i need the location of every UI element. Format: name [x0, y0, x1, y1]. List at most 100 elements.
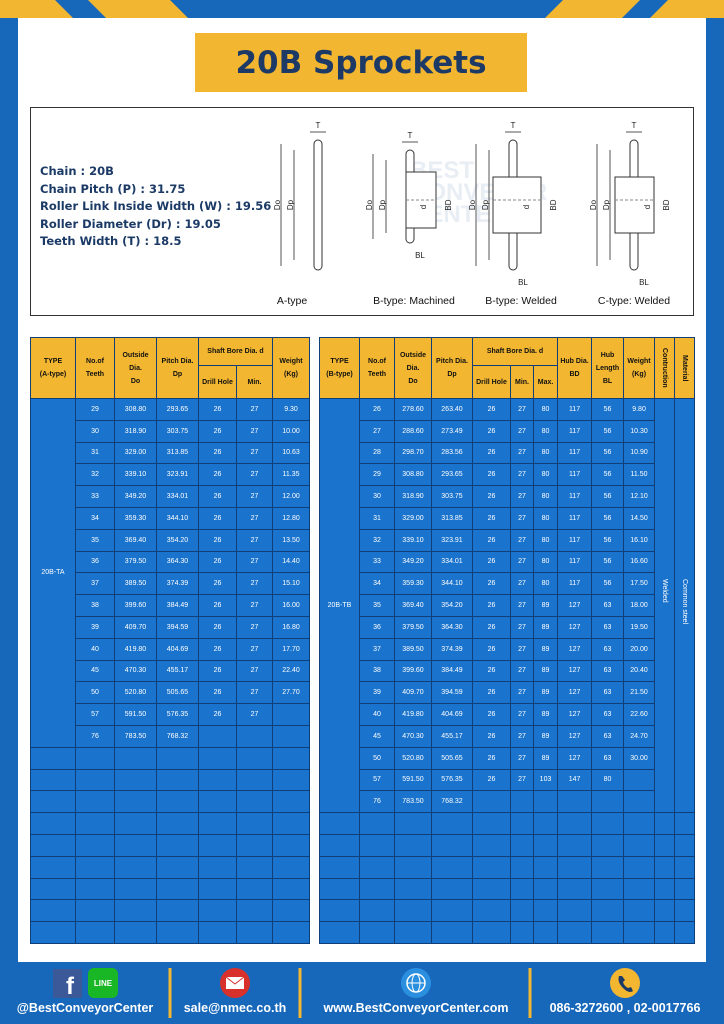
dim-label: d [419, 205, 428, 209]
line-icon: LINE [94, 979, 113, 988]
cell: 45 [359, 724, 395, 748]
header-line: BL [602, 377, 613, 385]
dim-label: BL [639, 278, 649, 287]
empty-cell [114, 812, 157, 835]
cell: 56 [591, 528, 625, 552]
cell: 27 [236, 485, 273, 508]
body-row: 31 329.00 313.85 26 27 10.63 [31, 441, 310, 465]
cell: 56 [591, 506, 625, 530]
empty-cell [532, 899, 559, 923]
cell: 12.10 [623, 485, 656, 508]
side-cell: Common steel [674, 397, 696, 814]
cell: 117 [557, 528, 593, 552]
dim-label: d [643, 205, 652, 209]
body-row: 36 379.50 364.30 26 27 14.40 [31, 550, 310, 574]
header-text: Contruction [661, 348, 669, 388]
empty-cell [591, 899, 625, 923]
empty-cell [30, 877, 76, 901]
cell: 329.00 [394, 506, 432, 530]
empty-cell [557, 899, 593, 923]
cell: 147 [557, 768, 593, 792]
empty-cell [75, 768, 115, 792]
cell [532, 790, 559, 814]
cell: 27 [510, 419, 534, 443]
empty-cell [359, 833, 395, 857]
empty-cell [272, 812, 310, 835]
body-row: 45 470.30 455.17 26 27 89 127 63 24.70 [320, 724, 695, 748]
cell: 11.35 [272, 463, 310, 487]
cell: 278.60 [394, 398, 432, 421]
cell: 27 [510, 398, 534, 421]
empty-cell [114, 899, 157, 923]
empty-cell [394, 899, 432, 923]
cell: 56 [591, 485, 625, 508]
empty-cell [431, 812, 473, 835]
cell: 26 [472, 419, 511, 443]
empty-cell [532, 921, 559, 944]
cell: 26 [198, 528, 237, 552]
empty-cell [198, 877, 237, 901]
header-line: Weight [279, 358, 303, 365]
cell: 384.49 [431, 659, 473, 683]
cell: 308.80 [394, 463, 432, 487]
empty-cell [156, 855, 199, 879]
body-row: 30 318.90 303.75 26 27 10.00 [31, 419, 310, 443]
empty-cell [30, 790, 76, 814]
body-row: 57 591.50 576.35 26 27 103 147 80 [320, 768, 695, 792]
empty-cell [431, 921, 473, 944]
cell: 364.30 [431, 615, 473, 639]
empty-cell [156, 790, 199, 814]
cell: 419.80 [114, 637, 157, 661]
header-line: Hub [600, 351, 615, 359]
specs: Chain : 20B Chain Pitch (P) : 31.75 Roller… [40, 164, 271, 252]
cell: 349.20 [114, 485, 157, 508]
empty-cell [236, 833, 273, 857]
empty-cell [198, 899, 237, 923]
empty-cell [156, 921, 199, 944]
spec-line: Chain : 20B [40, 164, 114, 178]
empty-cell [30, 855, 76, 879]
cell [623, 768, 656, 792]
empty-cell [654, 899, 676, 923]
cell: 369.40 [114, 528, 157, 552]
cell: 26 [198, 419, 237, 443]
empty-cell [272, 790, 310, 814]
cell: 36 [359, 615, 395, 639]
cell: 389.50 [114, 572, 157, 596]
cell: 89 [532, 594, 559, 617]
cell: 27 [510, 681, 534, 705]
empty-cell [156, 833, 199, 857]
spec-table: TYPE (A-type) No.of Teeth Outside Dia. Do Pitch… [30, 337, 310, 944]
cell: 293.65 [156, 398, 199, 421]
empty-cell [75, 877, 115, 901]
empty-cell [431, 833, 473, 857]
side-header: Contruction [654, 337, 676, 399]
cell: 35 [359, 594, 395, 617]
body-row [30, 746, 310, 770]
diagram-caption: B-type: Welded [485, 295, 557, 307]
empty-cell [674, 921, 696, 944]
empty-cell [623, 877, 656, 901]
cell: 27 [236, 441, 273, 465]
body-row: 40 419.80 404.69 26 27 89 127 63 22.60 [320, 703, 695, 726]
cell: 27.70 [272, 681, 310, 705]
empty-cell [272, 877, 310, 901]
empty-cell [510, 921, 534, 944]
spec-line: Chain Pitch (P) : 31.75 [40, 181, 186, 196]
column-header: Pitch Dia. Dp [156, 337, 199, 399]
body-row: 28 298.70 283.56 26 27 80 117 56 10.90 [320, 441, 695, 465]
cell: 56 [591, 463, 625, 487]
cell: 17.70 [272, 637, 310, 661]
empty-cell [30, 812, 76, 835]
empty-cell [30, 768, 76, 792]
body-row [319, 921, 696, 944]
header-line: No.of [86, 358, 104, 365]
cell: 27 [236, 659, 273, 683]
cell: 26 [472, 528, 511, 552]
dim-label: Do [589, 199, 598, 210]
empty-cell [156, 812, 199, 835]
empty-cell [198, 746, 237, 770]
cell [272, 703, 310, 726]
cell: 27 [236, 463, 273, 487]
cell: 30 [359, 485, 395, 508]
